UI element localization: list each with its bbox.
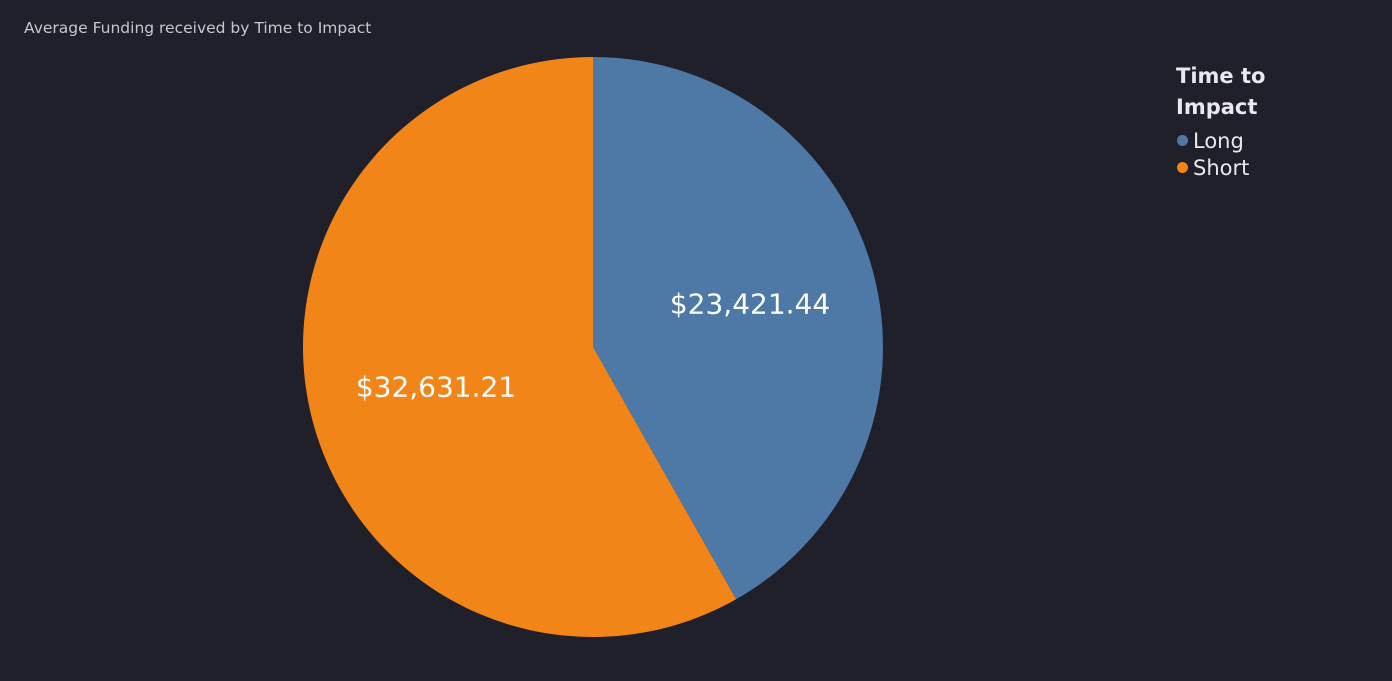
- legend-swatch-long: [1177, 135, 1188, 146]
- slice-label-long: $23,421.44: [670, 288, 830, 321]
- chart-title: Average Funding received by Time to Impa…: [24, 19, 372, 37]
- legend-label-short: Short: [1193, 155, 1250, 180]
- slice-label-short: $32,631.21: [356, 370, 516, 403]
- legend-item-short[interactable]: Short: [1176, 154, 1346, 181]
- pie-slice-short[interactable]: [302, 57, 737, 637]
- legend-item-long[interactable]: Long: [1176, 127, 1346, 154]
- legend-swatch-short: [1177, 162, 1188, 173]
- legend: Time to Impact Long Short: [1176, 61, 1346, 181]
- pie-labels: $23,421.44 $32,631.21: [356, 288, 830, 404]
- legend-title: Time to Impact: [1176, 64, 1266, 119]
- pie-slice-long[interactable]: [593, 57, 883, 600]
- pie-slices: [302, 57, 883, 637]
- legend-label-long: Long: [1193, 128, 1244, 153]
